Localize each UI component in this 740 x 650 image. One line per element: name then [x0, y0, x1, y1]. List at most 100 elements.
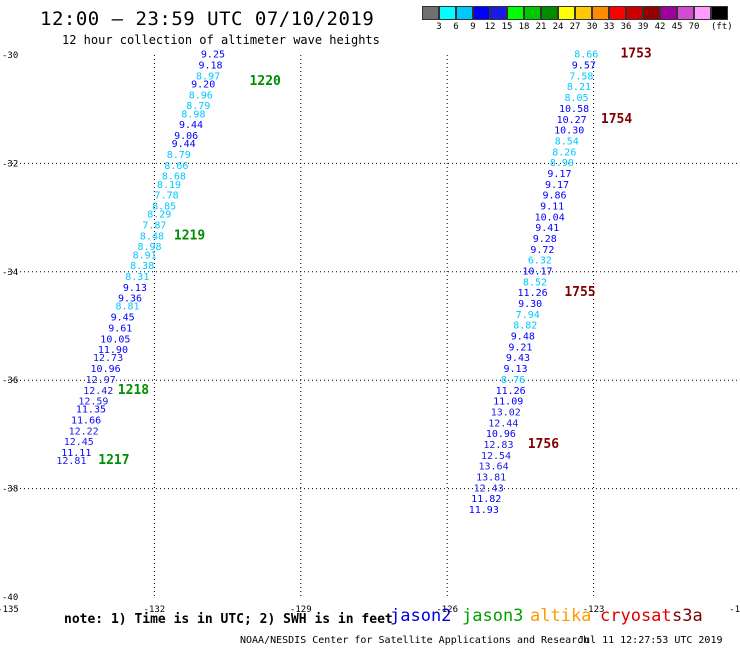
satellite-label-s3a: s3a	[672, 606, 703, 626]
legend-tick-label: 6	[453, 22, 459, 32]
y-tick-label: -34	[2, 268, 18, 278]
wave-height-value: 9.44	[172, 139, 196, 150]
wave-height-value: 12.43	[474, 483, 504, 494]
x-tick-label: -135	[0, 605, 19, 615]
legend-swatch	[507, 6, 524, 20]
wave-height-value: 6.32	[528, 256, 552, 267]
legend-tick-label: 12	[484, 22, 496, 32]
wave-height-value: 9.17	[545, 180, 569, 191]
legend-swatch	[677, 6, 694, 20]
credit-text: NOAA/NESDIS Center for Satellite Applica…	[240, 635, 590, 646]
wave-height-value: 9.43	[506, 353, 530, 364]
wave-height-value: 9.45	[111, 313, 135, 324]
legend-swatch	[711, 6, 728, 20]
y-tick-label: -32	[2, 159, 18, 169]
wave-height-value: 9.41	[535, 223, 559, 234]
wave-height-value: 9.20	[191, 80, 215, 91]
wave-height-value: 8.48	[140, 231, 164, 242]
legend-swatch	[643, 6, 660, 20]
wave-height-value: 8.90	[550, 158, 574, 169]
y-tick-label: -30	[2, 51, 18, 61]
legend-tick-label: 21	[535, 22, 547, 32]
wave-height-value: 9.25	[201, 50, 225, 61]
legend-unit: (ft)	[711, 22, 733, 32]
wave-height-value: 11.09	[493, 397, 523, 408]
legend-tick-label: 24	[552, 22, 564, 32]
wave-height-value: 7.94	[516, 310, 540, 321]
wave-height-value: 8.91	[133, 250, 157, 261]
map-subtitle: 12 hour collection of altimeter wave hei…	[62, 33, 380, 47]
wave-height-value: 11.90	[98, 345, 128, 356]
pass-time-label: 1753	[620, 47, 651, 62]
wave-height-value: 13.81	[476, 472, 506, 483]
legend-swatch	[422, 6, 439, 20]
wave-height-value: 11.82	[471, 494, 501, 505]
map-title: 12:00 – 23:59 UTC 07/10/2019	[40, 8, 375, 30]
satellite-label-cryosat: cryosat	[600, 606, 672, 626]
wave-height-value: 8.52	[523, 277, 547, 288]
wave-height-value: 9.36	[118, 294, 142, 305]
wave-height-value: 12.59	[78, 397, 108, 408]
wave-height-value: 9.13	[503, 364, 527, 375]
wave-height-value: 8.97	[196, 71, 220, 82]
legend-swatch	[575, 6, 592, 20]
legend-tick-label: 45	[671, 22, 683, 32]
wave-height-value: 8.68	[162, 172, 186, 183]
wave-height-value: 11.35	[76, 405, 106, 416]
wave-height-value: 11.93	[469, 505, 499, 516]
wave-height-value: 8.79	[167, 150, 191, 161]
legend-tick-label: 18	[518, 22, 530, 32]
legend-swatch	[592, 6, 609, 20]
wave-height-value: 8.96	[189, 90, 213, 101]
legend-swatch	[694, 6, 711, 20]
legend-swatch	[660, 6, 677, 20]
legend-tick-labels: 3 6 9 12 15 18 21 24 27 30 33 36 39 42 45 70	[422, 22, 740, 34]
wave-height-value: 10.27	[557, 115, 587, 126]
y-tick-label: -40	[2, 593, 18, 603]
wave-height-value: 12.81	[56, 456, 86, 467]
wave-height-value: 12.73	[93, 353, 123, 364]
wave-height-value: 10.96	[91, 364, 121, 375]
wave-height-value: 10.58	[559, 104, 589, 115]
legend-tick-label: 9	[470, 22, 476, 32]
wave-height-value: 8.66	[164, 161, 188, 172]
wave-height-value: 8.98	[181, 109, 205, 120]
wave-height-value: 7.78	[155, 191, 179, 202]
pass-time-label: 1754	[601, 112, 632, 127]
pass-time-label: 1218	[118, 383, 149, 398]
wave-height-value: 13.02	[491, 407, 521, 418]
wave-height-value: 8.31	[125, 272, 149, 283]
color-legend	[422, 6, 728, 20]
satellite-label-altika: altika	[530, 606, 592, 626]
wave-height-value: 11.11	[61, 448, 91, 459]
wave-height-value: 9.17	[547, 169, 571, 180]
wave-height-value: 9.61	[108, 323, 132, 334]
wave-height-value: 9.11	[540, 201, 564, 212]
legend-swatch	[609, 6, 626, 20]
wave-height-value: 12.22	[69, 426, 99, 437]
wave-height-value: 12.44	[488, 418, 518, 429]
legend-tick-label: 39	[637, 22, 649, 32]
wave-height-value: 9.48	[511, 332, 535, 343]
wave-height-value: 8.85	[152, 201, 176, 212]
legend-swatch	[439, 6, 456, 20]
wave-height-value: 11.66	[71, 416, 101, 427]
x-tick-label: -120	[729, 605, 740, 615]
legend-tick-label: 3	[436, 22, 442, 32]
wave-height-value: 9.57	[572, 61, 596, 72]
legend-tick-label: 15	[501, 22, 513, 32]
wave-height-value: 8.21	[567, 82, 591, 93]
legend-swatch	[473, 6, 490, 20]
satellite-label-jason3: jason3	[462, 606, 524, 626]
legend-tick-label: 42	[654, 22, 666, 32]
wave-height-value: 10.17	[522, 267, 552, 278]
wave-height-value: 8.82	[513, 321, 537, 332]
wave-height-value: 10.30	[554, 126, 584, 137]
y-tick-label: -38	[2, 485, 18, 495]
y-tick-label: -36	[2, 376, 18, 386]
wave-height-value: 7.58	[569, 71, 593, 82]
wave-height-value: 8.05	[564, 93, 588, 104]
wave-height-value: 11.26	[496, 386, 526, 397]
wave-height-value: 8.81	[116, 302, 140, 313]
wave-height-value: 9.86	[543, 191, 567, 202]
